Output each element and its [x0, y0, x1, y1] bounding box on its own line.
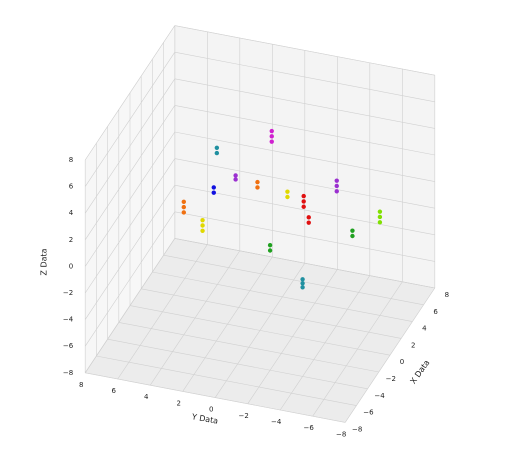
x-tick-label: 8	[445, 291, 449, 299]
point	[267, 248, 273, 253]
point	[181, 199, 186, 204]
point	[301, 193, 306, 199]
point	[350, 233, 355, 239]
point	[211, 185, 216, 190]
x-axis-label: X Data	[409, 358, 432, 385]
point	[334, 178, 339, 183]
y-tick-label: −4	[271, 418, 282, 426]
z-tick-label: 6	[69, 183, 74, 191]
point	[301, 199, 306, 204]
grid-line	[149, 250, 241, 386]
grid-line	[84, 25, 176, 161]
point	[214, 145, 220, 150]
point	[306, 220, 311, 225]
x-tick-label: 0	[400, 358, 404, 366]
grid-line	[174, 238, 435, 289]
z-tick-label: −6	[63, 342, 74, 350]
x-tick-label: −6	[363, 409, 374, 417]
y-tick-label: −6	[304, 424, 315, 432]
grid-line	[174, 158, 435, 209]
x-tick-label: 6	[433, 308, 438, 316]
grid-line	[84, 52, 176, 187]
y-tick-label: 2	[176, 399, 180, 407]
point	[306, 215, 311, 220]
panes	[84, 24, 436, 423]
z-axis-label: Z Data	[40, 248, 49, 275]
point	[334, 183, 339, 189]
point	[181, 204, 186, 210]
x-tick-label: −4	[374, 392, 385, 400]
y-tick-label: 4	[144, 393, 149, 401]
grid-line	[174, 51, 435, 103]
point	[255, 185, 260, 190]
y-axis-label: Y Data	[190, 412, 219, 426]
z-tick-label: −4	[63, 316, 74, 324]
point	[255, 179, 260, 185]
point	[350, 228, 355, 233]
grid-line	[214, 263, 306, 398]
point	[285, 189, 290, 194]
point	[300, 277, 305, 282]
point	[301, 204, 306, 209]
point	[181, 210, 186, 215]
x-tick-label: 4	[422, 325, 427, 333]
point	[285, 194, 290, 200]
point	[377, 209, 383, 214]
x-tick-label: −8	[352, 425, 362, 433]
grid-line	[174, 131, 435, 182]
y-tick-label: 8	[79, 381, 83, 389]
grid-line	[174, 78, 435, 129]
point	[200, 223, 205, 228]
grid-line	[84, 185, 176, 320]
grid-line	[174, 25, 435, 76]
point	[300, 285, 305, 290]
y-tick-label: 0	[209, 406, 213, 414]
point	[233, 177, 238, 182]
point	[211, 190, 216, 195]
grid-line	[84, 78, 176, 214]
grid-line	[174, 211, 435, 262]
y-tick-label: −2	[239, 412, 249, 420]
grid-line	[84, 238, 176, 373]
y-tick-label: −8	[336, 430, 346, 438]
grid-line	[84, 131, 176, 267]
point	[233, 173, 238, 178]
grid-line	[174, 105, 435, 156]
grid-line	[84, 211, 176, 347]
point	[200, 228, 205, 234]
point	[269, 134, 274, 139]
grid-line	[174, 184, 435, 236]
z-tick-label: 0	[69, 262, 73, 270]
z-tick-label: 2	[69, 236, 73, 244]
grid-line	[182, 256, 273, 392]
point	[200, 217, 205, 223]
z-tick-label: 4	[69, 209, 74, 217]
grid-line	[84, 158, 176, 294]
y-tick-label: 6	[111, 387, 116, 395]
z-tick-label: −2	[63, 289, 73, 297]
point	[377, 214, 383, 220]
x-tick-label: −2	[386, 375, 396, 383]
grid-line	[279, 275, 371, 411]
grid-line	[84, 105, 176, 240]
point	[377, 220, 383, 225]
point	[334, 189, 339, 194]
grid-line	[312, 281, 403, 417]
point	[269, 128, 274, 134]
z-tick-label: −8	[63, 369, 73, 377]
grid-line	[247, 269, 338, 404]
x-tick-label: 2	[411, 341, 415, 349]
grid-line	[117, 244, 208, 380]
grid-line	[344, 287, 436, 423]
point	[267, 242, 273, 248]
point	[214, 150, 220, 156]
point	[300, 281, 305, 286]
z-tick-label: 8	[69, 156, 73, 164]
point	[269, 139, 274, 144]
